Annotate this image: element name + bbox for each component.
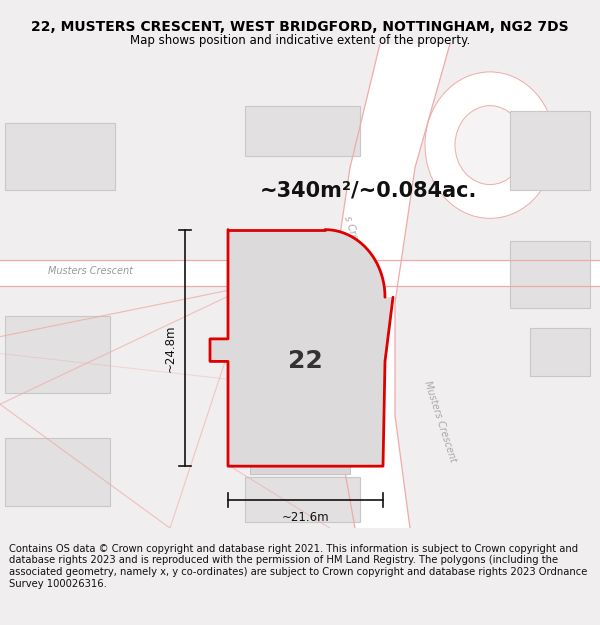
- Text: ~21.6m: ~21.6m: [281, 511, 329, 524]
- Text: ~340m²/~0.084ac.: ~340m²/~0.084ac.: [260, 180, 478, 200]
- Circle shape: [425, 72, 555, 218]
- Circle shape: [455, 106, 525, 184]
- Text: Contains OS data © Crown copyright and database right 2021. This information is : Contains OS data © Crown copyright and d…: [9, 544, 587, 589]
- Polygon shape: [5, 316, 110, 393]
- Polygon shape: [5, 122, 115, 190]
- Polygon shape: [510, 241, 590, 309]
- Polygon shape: [330, 44, 450, 528]
- Text: 22: 22: [287, 349, 322, 373]
- Text: Musters Crescent: Musters Crescent: [47, 266, 133, 276]
- Text: Musters Crescent: Musters Crescent: [422, 379, 458, 463]
- Text: Map shows position and indicative extent of the property.: Map shows position and indicative extent…: [130, 34, 470, 47]
- Text: s Crescent: s Crescent: [342, 215, 368, 267]
- Polygon shape: [250, 286, 350, 474]
- Polygon shape: [0, 260, 600, 286]
- Polygon shape: [510, 111, 590, 190]
- Polygon shape: [210, 229, 393, 466]
- Polygon shape: [245, 106, 360, 156]
- Polygon shape: [5, 438, 110, 506]
- Polygon shape: [530, 328, 590, 376]
- Text: 22, MUSTERS CRESCENT, WEST BRIDGFORD, NOTTINGHAM, NG2 7DS: 22, MUSTERS CRESCENT, WEST BRIDGFORD, NO…: [31, 20, 569, 34]
- Text: ~24.8m: ~24.8m: [164, 324, 177, 372]
- Polygon shape: [245, 478, 360, 522]
